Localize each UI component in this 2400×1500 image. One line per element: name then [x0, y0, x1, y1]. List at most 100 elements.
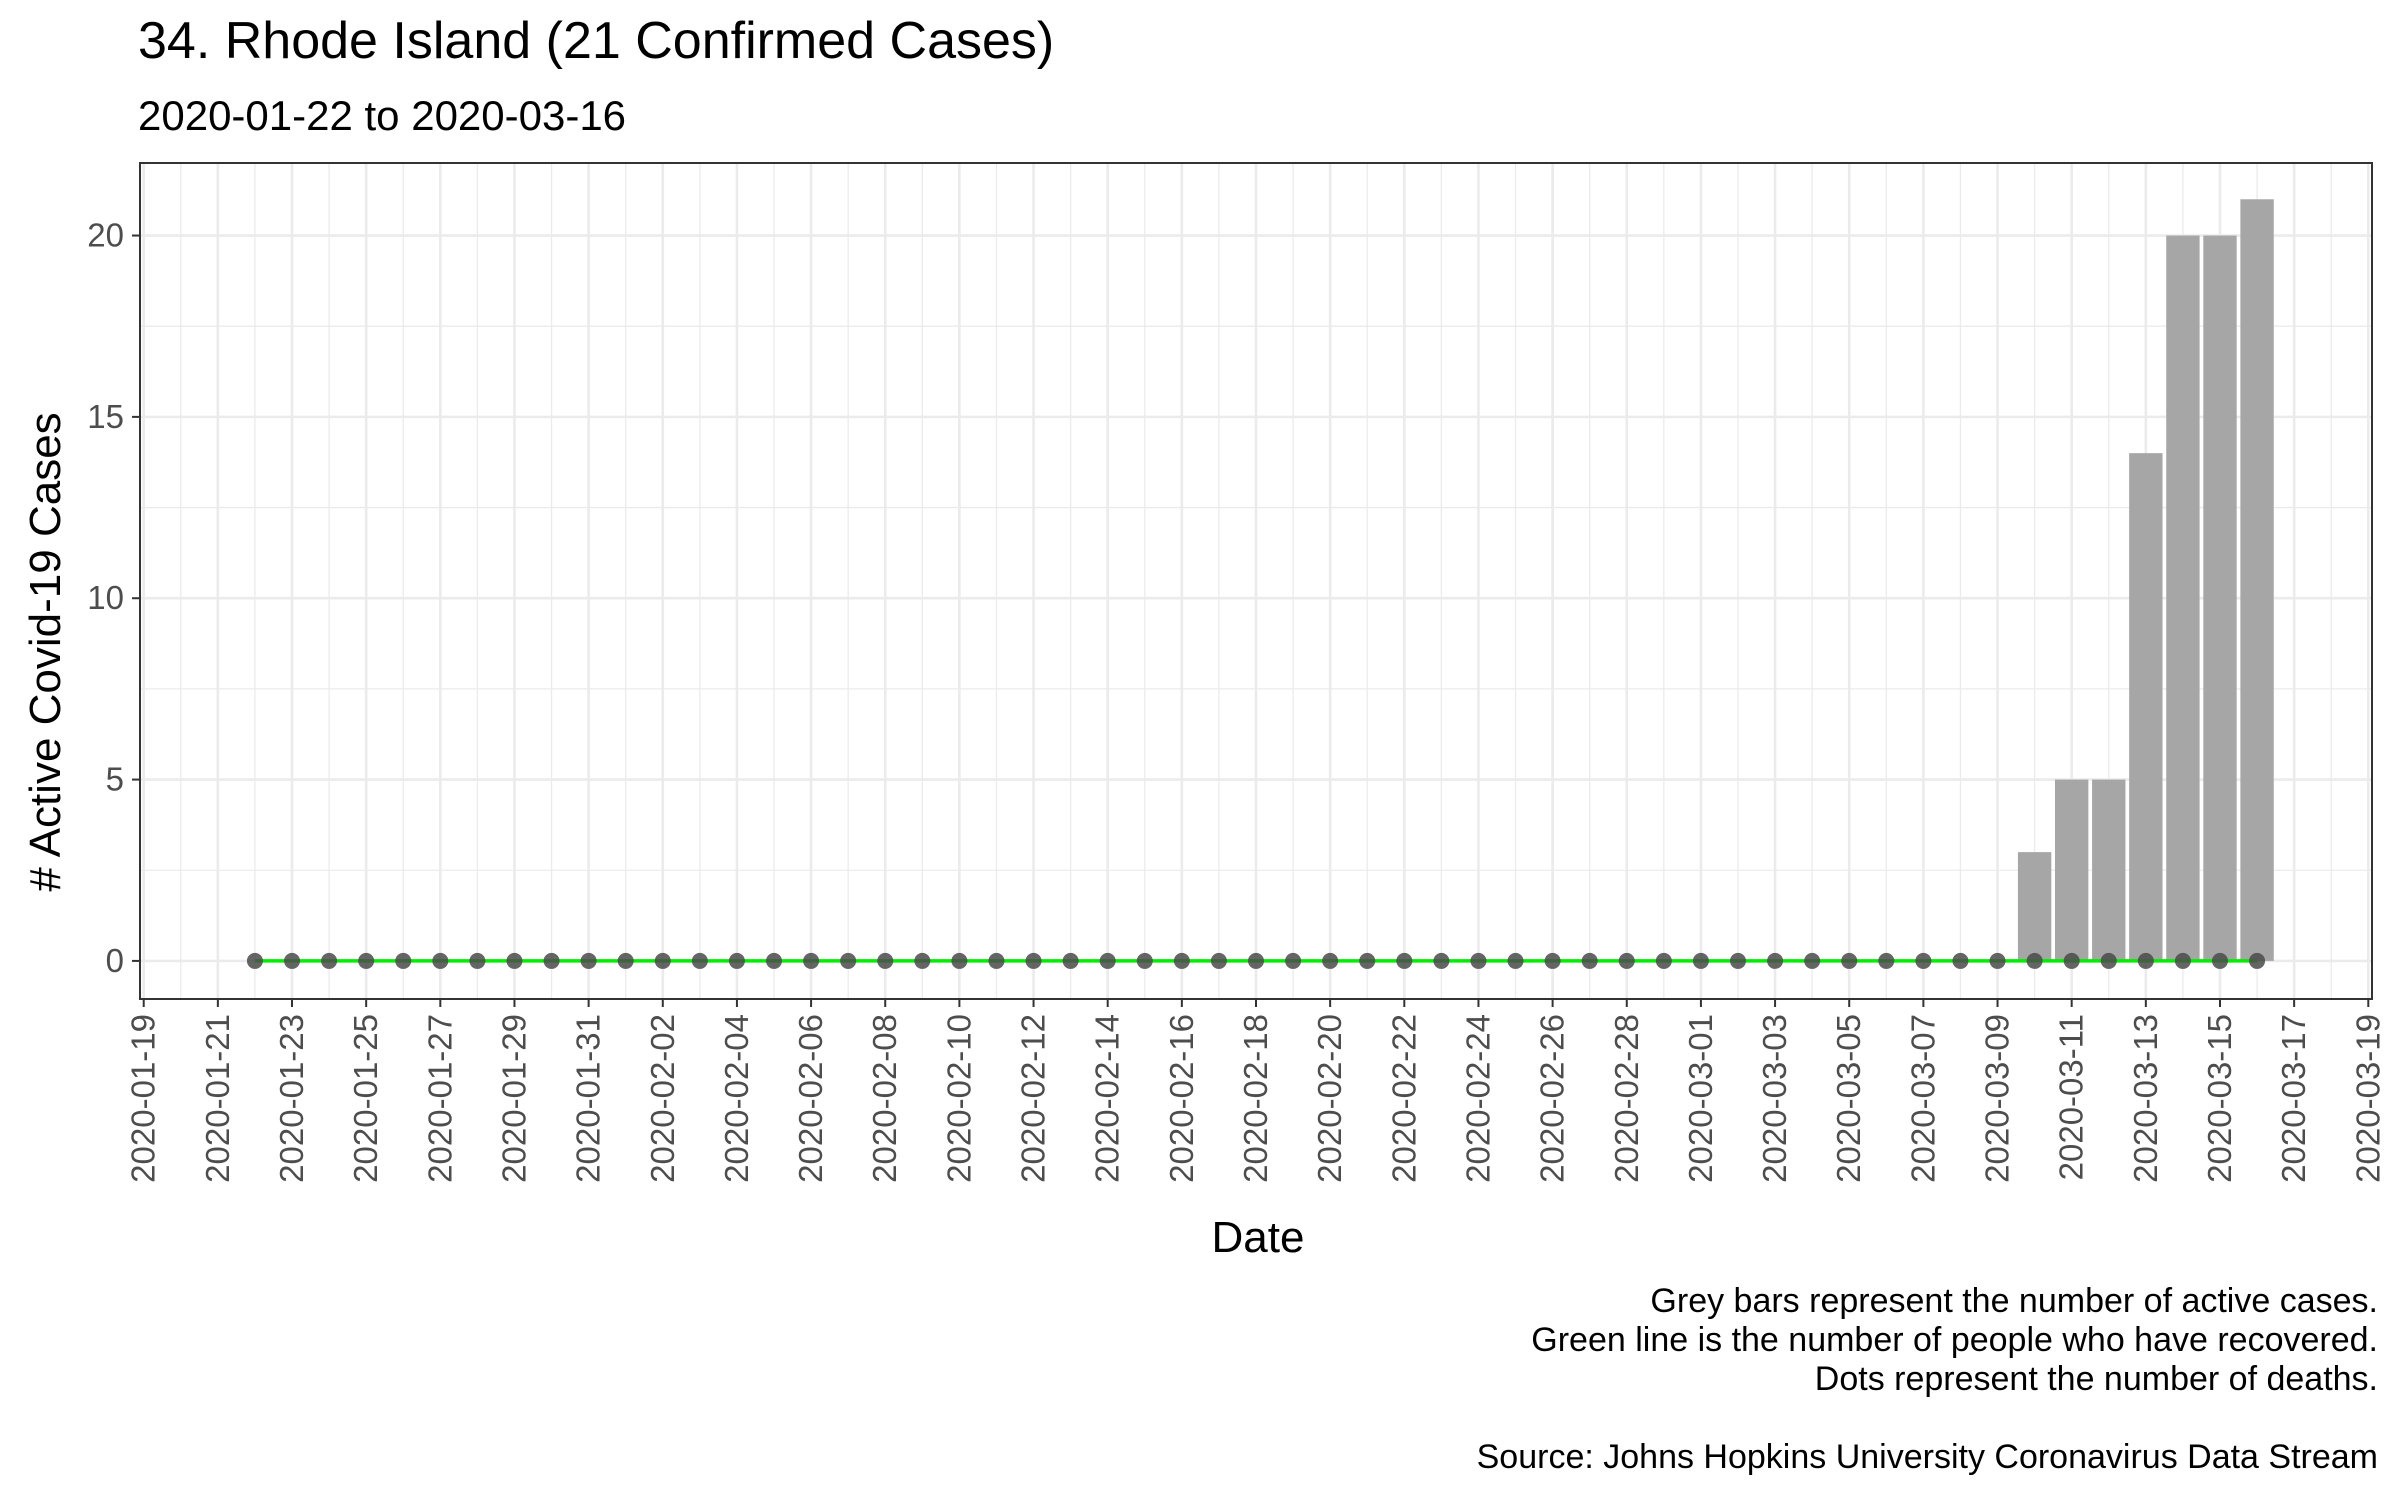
death-dot: [1099, 952, 1116, 969]
death-dot: [988, 952, 1005, 969]
caption-line: Dots represent the number of deaths.: [1815, 1360, 2378, 1398]
death-dot: [766, 952, 783, 969]
death-dot: [877, 952, 894, 969]
death-dot: [1878, 952, 1895, 969]
death-dot: [1767, 952, 1784, 969]
x-tick-label: 2020-02-14: [1089, 1014, 1126, 1183]
death-dot: [358, 952, 375, 969]
death-dot: [1322, 952, 1339, 969]
death-dot: [840, 952, 857, 969]
death-dot: [1210, 952, 1227, 969]
death-dot: [1655, 952, 1672, 969]
death-dot: [1062, 952, 1079, 969]
y-axis-title: # Active Covid-19 Cases: [21, 412, 70, 891]
x-tick-label: 2020-03-13: [2127, 1014, 2164, 1183]
death-dot: [728, 952, 745, 969]
active-cases-bars: [2017, 199, 2274, 961]
y-tick-label: 20: [87, 217, 124, 254]
y-tick-label: 10: [87, 579, 124, 616]
bar: [2203, 235, 2237, 961]
death-dot: [1433, 952, 1450, 969]
x-tick-label: 2020-02-06: [792, 1014, 829, 1183]
y-tick-label: 0: [106, 942, 124, 979]
bar: [2240, 199, 2274, 961]
death-dot: [395, 952, 412, 969]
death-dot: [1989, 952, 2006, 969]
death-dot: [1248, 952, 1264, 969]
death-dot: [543, 952, 560, 969]
death-dot: [803, 952, 820, 969]
x-tick-label: 2020-02-28: [1608, 1014, 1645, 1183]
death-dot: [914, 952, 931, 969]
death-dot: [1359, 952, 1376, 969]
x-tick-label: 2020-03-11: [2053, 1014, 2090, 1180]
x-tick-label: 2020-02-22: [1385, 1014, 1422, 1183]
x-tick-label: 2020-02-04: [718, 1014, 755, 1183]
bar: [2092, 779, 2126, 961]
caption: Grey bars represent the number of active…: [1477, 1282, 2378, 1476]
death-dot: [1618, 952, 1635, 969]
y-axis: 0 5 10 15 20: [87, 217, 140, 979]
death-dot: [580, 952, 597, 969]
chart-subtitle: 2020-01-22 to 2020-03-16: [138, 92, 626, 139]
x-tick-label: 2020-02-10: [940, 1014, 977, 1183]
death-dot: [1285, 952, 1302, 969]
y-tick-label: 5: [106, 761, 124, 798]
death-dot: [1470, 952, 1487, 969]
x-tick-label: 2020-03-09: [1979, 1014, 2016, 1183]
death-dot: [1915, 952, 1932, 969]
bar: [2017, 852, 2052, 961]
caption-line: Green line is the number of people who h…: [1531, 1321, 2378, 1359]
caption-source: Source: Johns Hopkins University Coronav…: [1477, 1438, 2378, 1476]
x-tick-label: 2020-03-03: [1756, 1014, 1793, 1183]
x-tick-label: 2020-02-02: [644, 1014, 681, 1183]
x-axis: 2020-01-19 2020-01-21 2020-01-23 2020-01-25…: [125, 999, 2386, 1183]
death-dot: [506, 952, 523, 969]
chart-title: 34. Rhode Island (21 Confirmed Cases): [138, 12, 1054, 70]
death-dot: [1544, 952, 1561, 969]
x-tick-label: 2020-02-12: [1015, 1014, 1052, 1183]
death-dot: [2137, 952, 2154, 969]
death-dot: [1396, 952, 1413, 969]
death-dot: [432, 952, 449, 969]
death-dot: [1841, 952, 1858, 969]
death-dot: [1025, 952, 1042, 969]
death-dot: [2211, 952, 2228, 969]
death-dot: [2063, 952, 2080, 969]
x-tick-label: 2020-03-19: [2349, 1014, 2386, 1183]
x-tick-label: 2020-01-31: [570, 1014, 607, 1183]
death-dot: [1173, 952, 1190, 969]
death-dot: [1804, 952, 1821, 969]
bar: [2166, 235, 2200, 961]
y-tick-label: 15: [87, 398, 124, 435]
death-dot: [284, 952, 301, 969]
x-axis-title: Date: [1212, 1213, 1305, 1262]
x-tick-label: 2020-01-29: [495, 1014, 532, 1183]
x-tick-label: 2020-03-17: [2275, 1014, 2312, 1183]
x-tick-label: 2020-03-07: [1904, 1014, 1941, 1183]
x-tick-label: 2020-02-16: [1163, 1014, 1200, 1183]
x-tick-label: 2020-02-20: [1311, 1014, 1348, 1183]
death-dot: [1952, 952, 1969, 969]
death-dot: [1581, 952, 1598, 969]
death-dot: [654, 952, 671, 969]
death-dot: [321, 952, 338, 969]
death-dot: [1136, 952, 1153, 969]
death-dot: [691, 952, 708, 969]
death-dot: [2100, 952, 2117, 969]
x-tick-label: 2020-01-19: [125, 1014, 162, 1183]
x-tick-label: 2020-03-15: [2201, 1014, 2238, 1183]
x-tick-label: 2020-02-24: [1459, 1014, 1496, 1183]
bar: [2129, 453, 2163, 961]
x-tick-label: 2020-01-27: [421, 1014, 458, 1183]
x-tick-label: 2020-01-23: [273, 1014, 310, 1183]
death-dot: [469, 952, 486, 969]
death-dot: [2026, 952, 2043, 969]
x-tick-label: 2020-03-01: [1682, 1014, 1719, 1183]
bar: [2054, 779, 2089, 961]
death-dot: [2249, 952, 2266, 969]
death-dot: [951, 952, 968, 969]
caption-line: Grey bars represent the number of active…: [1650, 1282, 2378, 1320]
death-dot: [1692, 952, 1709, 969]
